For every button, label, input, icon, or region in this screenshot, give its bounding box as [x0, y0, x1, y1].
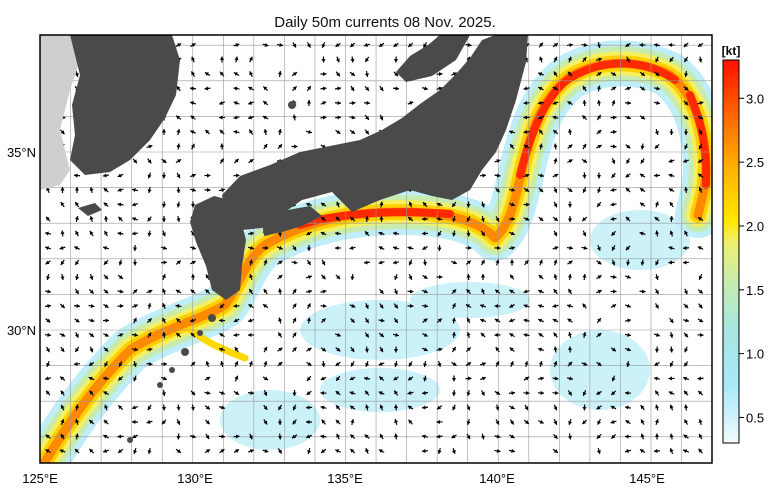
lon-label-130: 130°E	[177, 471, 213, 486]
colorbar-unit: [kt]	[722, 44, 741, 58]
map-title: Daily 50m currents 08 Nov. 2025.	[274, 14, 496, 31]
lat-label-35: 35°N	[7, 145, 36, 160]
lon-label-135: 135°E	[327, 471, 363, 486]
colorbar-tick-label: 2.0	[746, 219, 764, 234]
map-area	[40, 10, 712, 473]
lat-label-30: 30°N	[7, 323, 36, 338]
colorbar-scale	[723, 60, 739, 443]
lon-label-140: 140°E	[479, 471, 515, 486]
colorbar-tick-label: 1.5	[746, 283, 764, 298]
colorbar: [kt] 0.5 1.0 1.5 2.0 2.5 3.0	[722, 44, 764, 443]
lon-label-145: 145°E	[629, 471, 665, 486]
colorbar-tick-label: 2.5	[746, 155, 764, 170]
colorbar-tick-label: 0.5	[746, 410, 764, 425]
colorbar-tick-label: 1.0	[746, 347, 764, 362]
colorbar-tick-label: 3.0	[746, 91, 764, 106]
lon-label-125: 125°E	[22, 471, 58, 486]
